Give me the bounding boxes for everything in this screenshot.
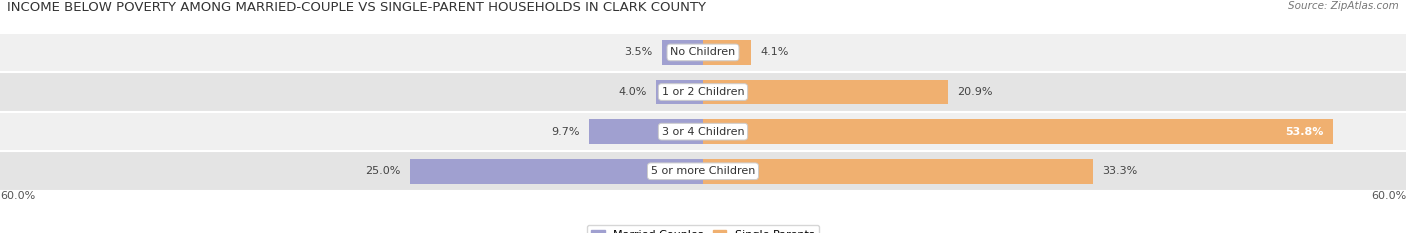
Text: 33.3%: 33.3% <box>1102 166 1137 176</box>
Text: No Children: No Children <box>671 48 735 57</box>
Bar <box>589 119 703 144</box>
Text: 9.7%: 9.7% <box>551 127 581 137</box>
Text: 5 or more Children: 5 or more Children <box>651 166 755 176</box>
Text: 60.0%: 60.0% <box>1371 191 1406 201</box>
Bar <box>0 72 1406 112</box>
Text: 60.0%: 60.0% <box>0 191 35 201</box>
Bar <box>703 159 1094 184</box>
Bar <box>703 40 751 65</box>
Legend: Married Couples, Single Parents: Married Couples, Single Parents <box>586 225 820 233</box>
Text: 4.1%: 4.1% <box>761 48 789 57</box>
Text: Source: ZipAtlas.com: Source: ZipAtlas.com <box>1288 1 1399 11</box>
Text: 3.5%: 3.5% <box>624 48 652 57</box>
Bar <box>411 159 703 184</box>
Text: 3 or 4 Children: 3 or 4 Children <box>662 127 744 137</box>
Text: 25.0%: 25.0% <box>366 166 401 176</box>
Text: 4.0%: 4.0% <box>619 87 647 97</box>
Bar <box>662 40 703 65</box>
Bar <box>657 80 703 104</box>
Text: 53.8%: 53.8% <box>1285 127 1324 137</box>
Text: INCOME BELOW POVERTY AMONG MARRIED-COUPLE VS SINGLE-PARENT HOUSEHOLDS IN CLARK C: INCOME BELOW POVERTY AMONG MARRIED-COUPL… <box>7 1 706 14</box>
Bar <box>703 80 948 104</box>
Bar <box>0 112 1406 151</box>
Bar <box>703 119 1333 144</box>
Text: 1 or 2 Children: 1 or 2 Children <box>662 87 744 97</box>
Bar <box>0 151 1406 191</box>
Bar <box>0 33 1406 72</box>
Text: 20.9%: 20.9% <box>957 87 993 97</box>
